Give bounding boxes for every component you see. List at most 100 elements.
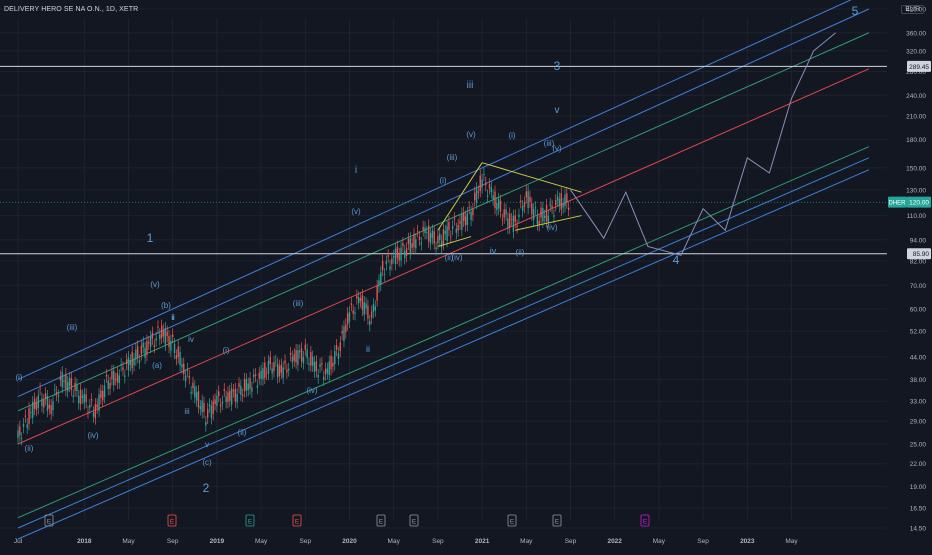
wave-label: (ii) [516,248,525,257]
x-tick-label: May [255,538,268,545]
candle-body [262,368,264,380]
earnings-event-marker [245,514,255,527]
candle-body [227,392,229,403]
x-tick-label: 2018 [77,538,92,545]
candle-body [225,396,227,403]
x-tick-label: 2022 [607,538,622,545]
candle-body [236,393,238,403]
candle-body [566,193,568,203]
candle-body [468,207,470,209]
candle-body [348,311,351,322]
candle-body [46,395,49,411]
candle-body [61,372,63,388]
candle-body [560,193,562,210]
y-tick-label: 150.00 [906,165,926,172]
wave-label: (iv) [306,386,317,395]
candle-body [245,379,248,391]
candle-body [35,402,38,411]
candle-body [350,303,353,305]
candle-body [52,401,54,411]
candle-body [451,226,454,229]
candle-body [166,331,168,337]
candle-body [356,295,358,299]
y-tick-label: 110.00 [907,213,927,220]
candle-body [369,320,371,326]
candle-body [431,230,434,239]
currency-selector[interactable]: EUR [901,5,924,14]
candle-body [212,401,214,414]
upper-level-tag: 289.45 [909,64,929,71]
candle-body [195,392,198,401]
candle-body [168,335,170,348]
candle-body [299,350,301,353]
candle-body [418,236,421,240]
candle-body [376,285,378,301]
candle-body [297,350,299,365]
candle-body [146,340,148,355]
candle-body [190,391,192,394]
candle-body [232,390,235,392]
upper-level-tag-bg [907,60,931,72]
x-tick-label: Sep [697,538,709,545]
candle-body [381,260,384,271]
candle-body [81,395,84,398]
candle-body [426,232,428,233]
candle-body [223,389,225,391]
candle-body [372,304,375,312]
candle-body [341,331,343,334]
candle-body [37,395,39,409]
earnings-event-marker [507,514,517,527]
candle-body [273,362,275,372]
candle-body [291,356,294,363]
candle-body [439,233,441,241]
candle-body [175,355,178,360]
candle-body [424,227,426,233]
candle-body [22,424,25,427]
candle-body [179,352,181,366]
candle-body [103,385,106,398]
earnings-event-label: E [47,519,52,526]
y-tick-label: 280.00 [906,69,926,76]
wave-label: (c) [202,458,212,467]
candle-body [518,214,520,218]
channel-lower-inner [17,157,870,529]
candle-body [118,375,120,383]
candle-body [24,415,27,417]
candle-body [20,438,23,440]
candle-body [258,372,260,379]
wave-label: (iii) [544,139,555,148]
candle-body [420,242,423,245]
x-tick-label: Sep [300,538,312,545]
earnings-event-label: E [510,519,515,526]
y-tick-label: 52.00 [910,329,927,336]
candle-body [555,200,557,206]
channel-upper-outer [17,0,852,380]
candle-body [286,369,288,373]
candle-body [538,220,540,226]
candle-body [343,326,345,342]
candle-body [278,365,281,377]
y-tick-label: 360.00 [906,30,926,37]
candle-body [470,211,472,220]
candle-body [275,360,277,362]
x-tick-label: 2020 [342,538,357,545]
earnings-event-label: E [412,519,417,526]
y-tick-label: 240.00 [906,93,926,100]
candle-body [389,266,391,270]
candle-body [57,395,60,397]
candle-body [459,221,461,224]
candle-body [429,233,432,244]
candle-body [321,363,323,365]
wave-label: (ii) [238,428,247,437]
wave-label: (a) [152,361,162,370]
candle-body [238,383,240,388]
candle-body [486,195,489,197]
candle-body [352,310,354,314]
candle-body [144,347,146,358]
candle-body [28,408,30,424]
x-tick-label: May [122,538,135,545]
candle-body [334,351,336,365]
candle-body [208,404,211,407]
